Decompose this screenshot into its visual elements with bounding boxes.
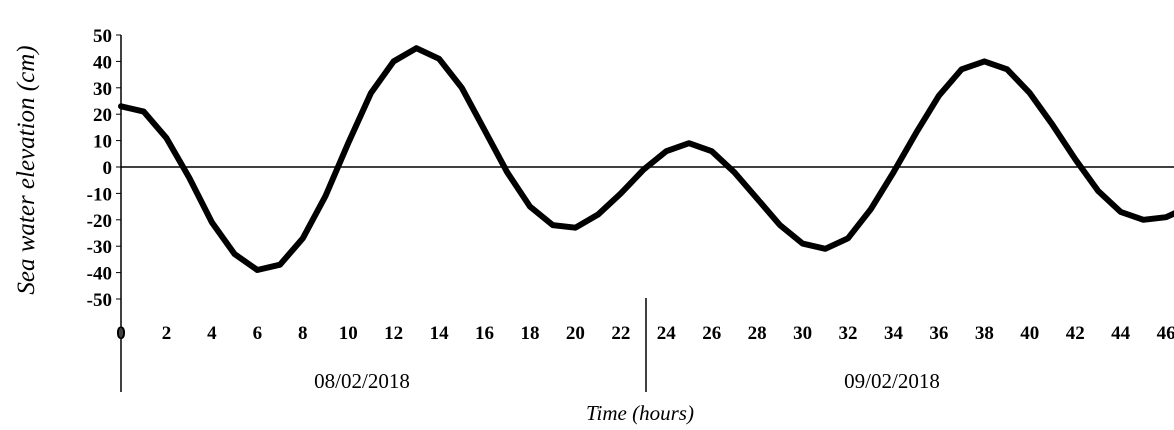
date-label-day-2: 09/02/2018: [844, 369, 940, 393]
x-tick-label: 12: [384, 323, 403, 344]
y-tick-label: 20: [93, 105, 112, 126]
y-tick-label: 0: [103, 158, 113, 179]
x-tick-label: 38: [975, 323, 994, 344]
y-tick-label: 30: [93, 79, 112, 100]
x-tick-labels: 0246810121416182022242628303234363840424…: [116, 323, 1174, 344]
y-axis-title: Sea water elevation (cm): [13, 45, 40, 294]
date-label-day-1: 08/02/2018: [314, 369, 410, 393]
x-tick-label: 18: [520, 323, 539, 344]
x-tick-label: 6: [253, 323, 263, 344]
y-tick-label: -20: [87, 211, 112, 232]
axes: [116, 34, 1174, 392]
x-tick-label: 44: [1111, 323, 1131, 344]
x-tick-label: 34: [884, 323, 904, 344]
x-tick-label: 22: [611, 323, 630, 344]
x-tick-label: 14: [430, 323, 450, 344]
x-tick-label: 4: [207, 323, 217, 344]
plot-area: [118, 45, 1174, 273]
x-tick-label: 28: [748, 323, 767, 344]
x-tick-label: 26: [702, 323, 721, 344]
x-tick-label: 46: [1157, 323, 1174, 344]
series-line: [118, 45, 1174, 273]
x-tick-label: 16: [475, 323, 494, 344]
x-tick-label: 30: [793, 323, 812, 344]
x-tick-label: 8: [298, 323, 308, 344]
x-tick-label: 42: [1066, 323, 1085, 344]
y-tick-label: -10: [87, 184, 112, 205]
x-tick-label: 36: [929, 323, 948, 344]
y-tick-labels: 50 40 30 20 10 0 -10 -20 -30 -40 -50: [87, 26, 112, 311]
x-tick-label: 32: [839, 323, 858, 344]
y-tick-label: 40: [93, 52, 112, 73]
x-tick-label: 10: [339, 323, 358, 344]
y-tick-label: -30: [87, 237, 112, 258]
x-tick-label: 20: [566, 323, 585, 344]
y-tick-label: 50: [93, 26, 112, 47]
y-tick-label: -50: [87, 290, 112, 311]
x-tick-label: 40: [1020, 323, 1039, 344]
x-tick-label: 2: [162, 323, 172, 344]
x-axis-title: Time (hours): [586, 401, 694, 425]
y-tick-label: -40: [87, 264, 112, 285]
x-tick-label: 24: [657, 323, 677, 344]
y-tick-label: 10: [93, 132, 112, 153]
